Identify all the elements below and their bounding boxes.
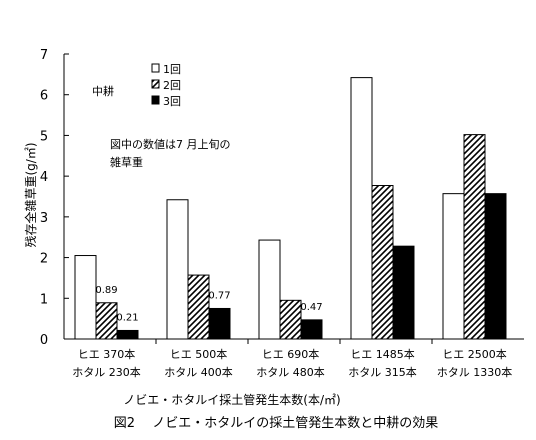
x-axis-title: ノビエ・ホタルイ採土管発生本数(本/㎡) [123,392,340,407]
bar-1-3回 [116,329,139,340]
figure-caption: 図2 ノビエ・ホタルイの採土管発生本数と中耕の効果 [114,415,438,431]
y-tick-label: 2 [40,252,48,267]
legend-label: 2回 [163,79,181,92]
y-tick-label: 7 [40,48,48,63]
y-tick-label: 3 [40,211,48,226]
data-label: 0.89 [95,285,117,296]
legend-swatch-1回 [151,63,160,73]
category-label: ヒエ 2500本 [442,347,507,361]
category-label: ホタル 1330本 [437,365,513,379]
category-label: ヒエ 370本 [78,347,136,361]
y-tick-label: 4 [40,170,48,185]
note-line-1: 図中の数値は7 月上旬の [110,138,231,151]
bar-1-2回 [95,302,118,340]
y-tick-label: 6 [40,89,48,104]
bar-5-2回 [463,134,486,340]
category-label: ホタル 480本 [256,365,325,379]
bar-2-1回 [166,199,189,340]
bar-3-3回 [300,319,323,340]
y-tick-label: 1 [40,292,48,307]
bar-4-3回 [392,245,415,340]
bar-5-1回 [442,193,465,340]
y-axis-title: 残存全雑草重(g/㎡) [23,142,38,247]
bar-3-2回 [279,299,302,340]
data-label: 0.47 [300,302,322,313]
bar-3-1回 [258,239,281,340]
note-line-2: 雑草重 [110,155,143,169]
data-label: 0.21 [116,312,138,323]
annotation-label: 中耕 [92,84,114,98]
data-label: 0.77 [208,290,230,301]
bar-2-2回 [187,274,210,340]
legend-swatch-3回 [151,95,160,105]
category-label: ヒエ 500本 [170,347,228,361]
legend-swatch-2回 [151,79,160,89]
bar-4-2回 [371,185,394,340]
legend-label: 1回 [163,63,181,76]
legend-label: 3回 [163,95,181,108]
category-label: ヒエ 1485本 [350,347,415,361]
bar-2-3回 [208,307,231,340]
category-label: ホタル 230本 [72,365,141,379]
category-label: ヒエ 690本 [262,347,320,361]
bar-4-1回 [350,77,373,340]
y-tick-label: 0 [40,333,48,348]
bar-1-1回 [74,255,97,340]
y-tick-label: 5 [40,129,48,144]
bar-5-3回 [484,193,507,340]
category-label: ホタル 400本 [164,365,233,379]
category-label: ホタル 315本 [348,365,417,379]
